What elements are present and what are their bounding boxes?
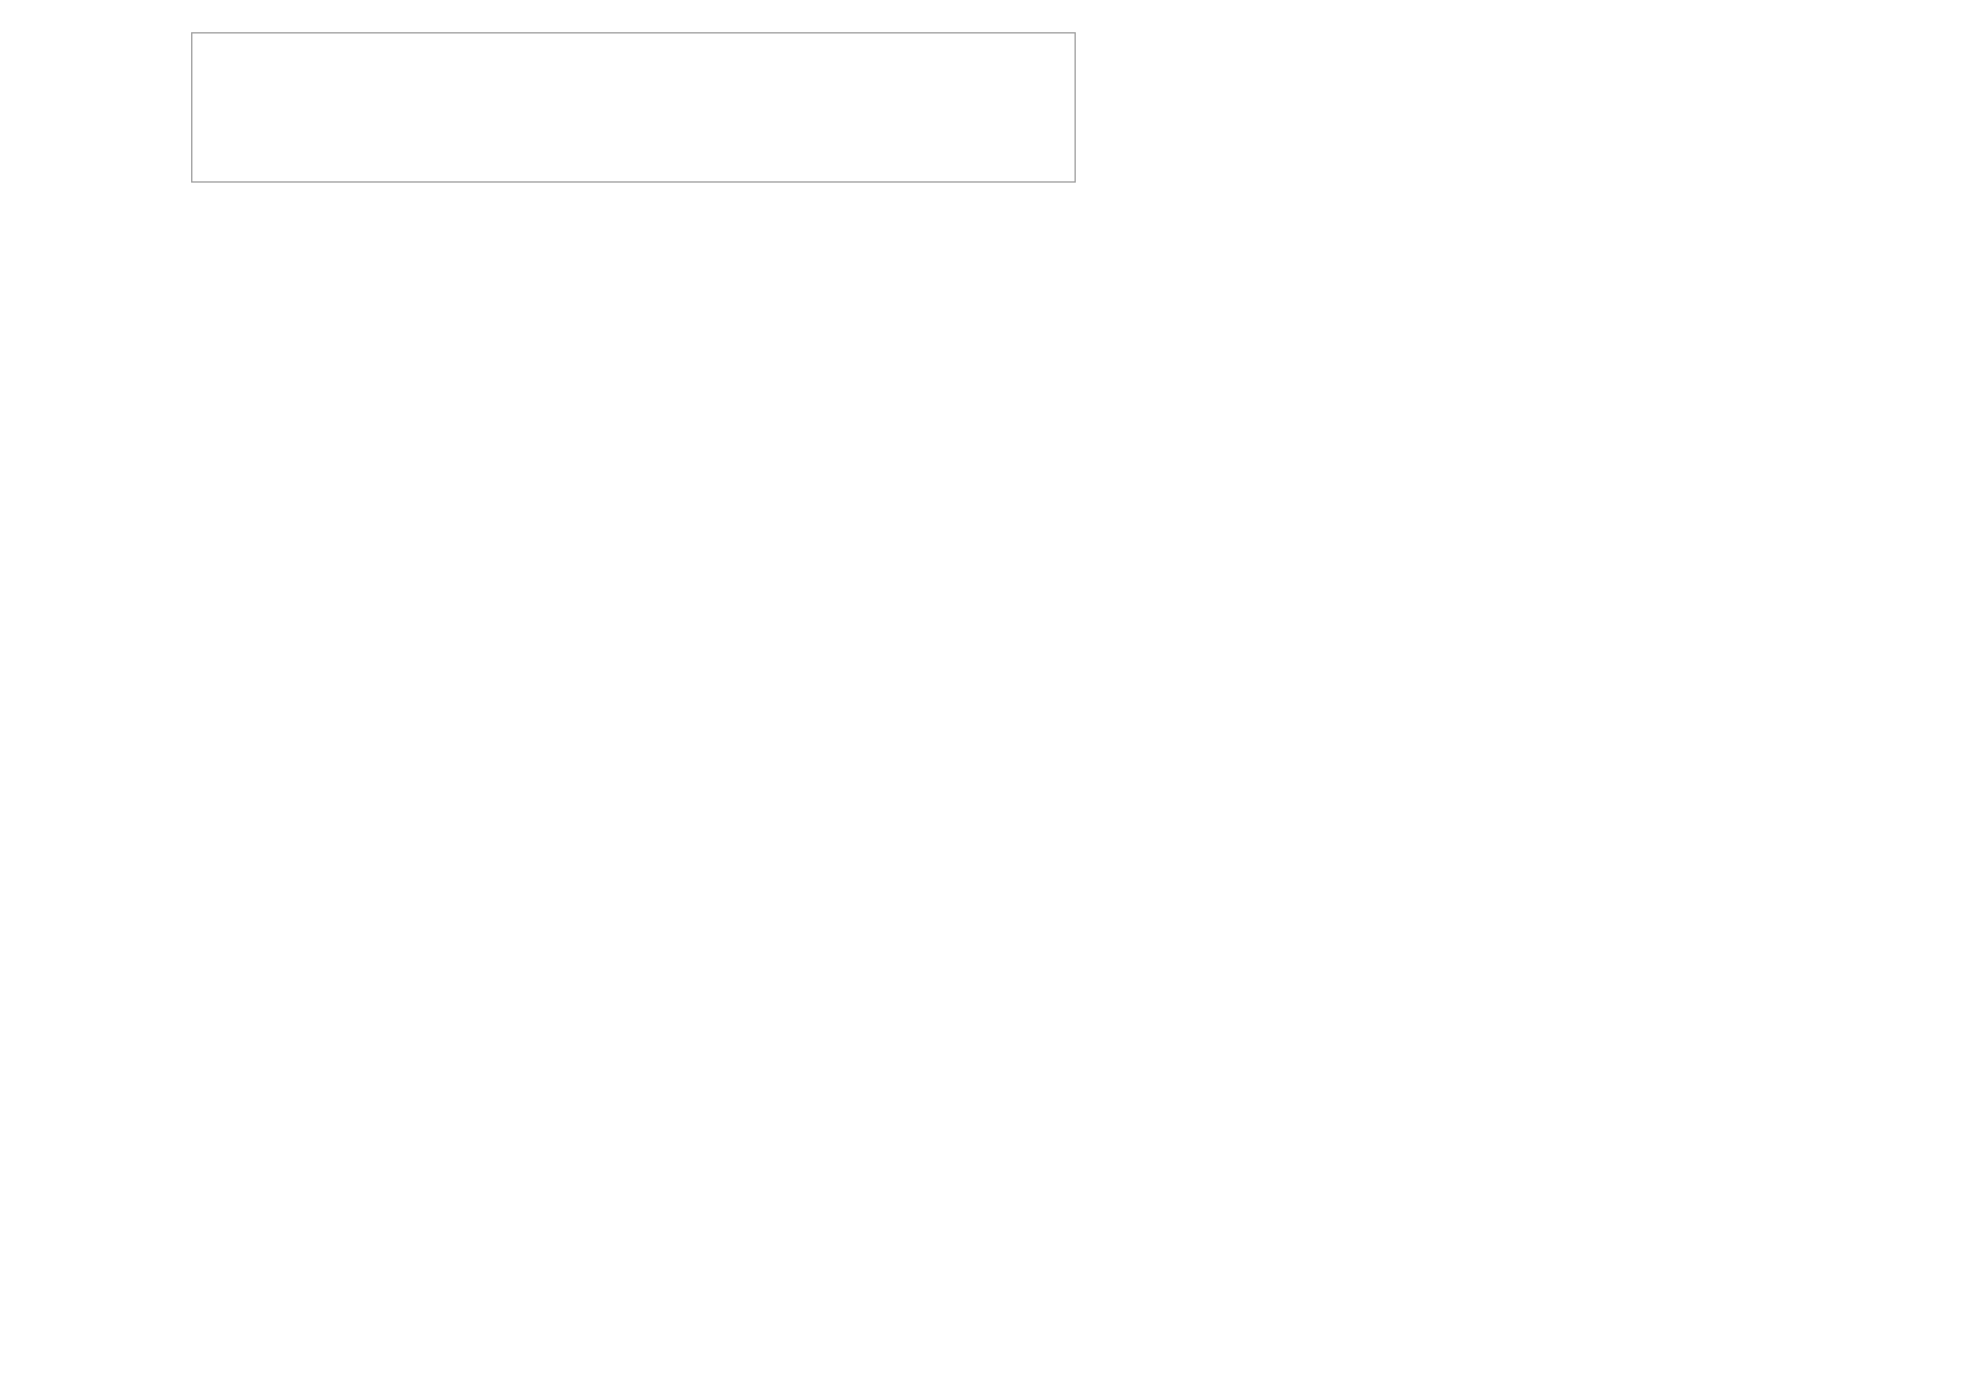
legend-box: [191, 32, 1076, 183]
legend-panel-a: [191, 32, 1076, 183]
